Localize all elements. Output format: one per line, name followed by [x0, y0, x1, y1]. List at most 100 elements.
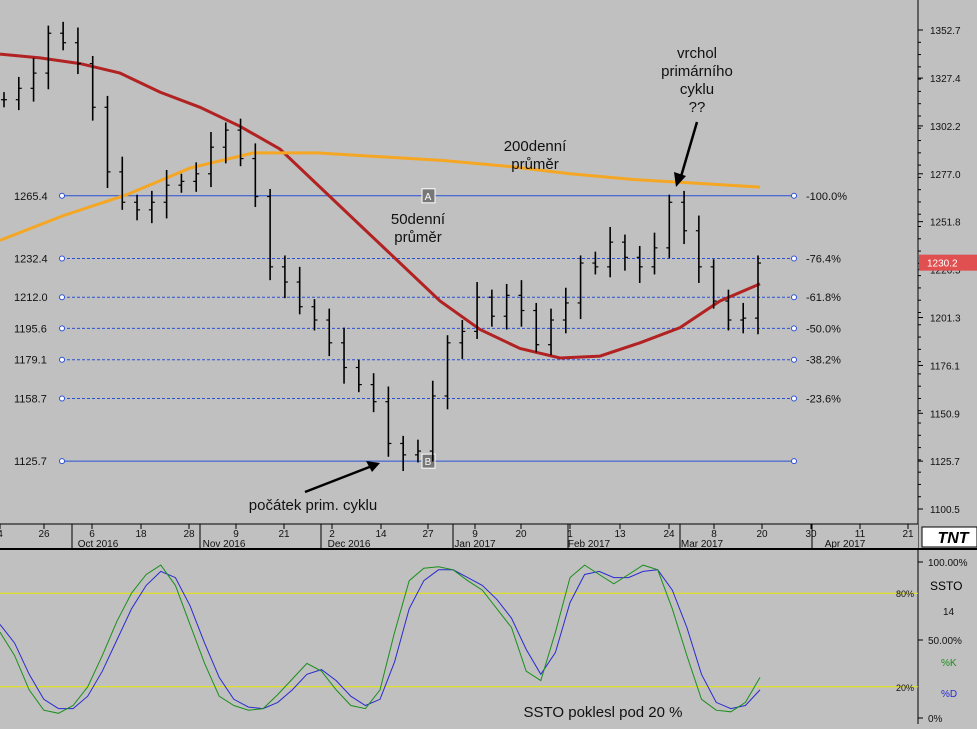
ma200-line: [0, 151, 761, 242]
tnt-logo: TNT: [921, 526, 977, 548]
time-tick-label: 20: [515, 529, 527, 540]
fib-handle: [791, 458, 797, 465]
ma200-label-line1: 200denní: [504, 138, 567, 155]
fib-handle: [791, 294, 797, 301]
fib-point-marker: [421, 453, 436, 469]
time-tick-label: 21: [278, 529, 290, 540]
time-tick-label: 21: [902, 529, 914, 540]
top-label-line3: cyklu: [680, 81, 714, 98]
fib-left-label: 1212.0: [14, 292, 48, 304]
price-tick-label: 1327.4: [930, 74, 961, 85]
fib-handle: [59, 395, 65, 402]
fib-point-marker: [421, 188, 436, 204]
time-tick-label: 14: [375, 529, 387, 540]
month-label: Dec 2016: [328, 539, 371, 550]
time-tick-label: 4: [0, 529, 3, 540]
time-tick-label: 27: [422, 529, 434, 540]
bottom-label: počátek prim. cyklu: [249, 497, 377, 514]
stoch-tick-label: 0%: [928, 714, 943, 724]
time-tick-label: 13: [614, 529, 626, 540]
fib-right-label: -50.0%: [806, 323, 841, 335]
fib-left-label: 1158.7: [14, 393, 47, 405]
stoch-level-label: 20%: [896, 683, 914, 693]
fib-right-label: -76.4%: [806, 253, 841, 265]
time-tick-label: 18: [135, 529, 147, 540]
fib-handle: [791, 356, 797, 363]
time-tick-label: 26: [38, 529, 50, 540]
time-tick-label: 6: [89, 529, 95, 540]
fib-left-label: 1125.7: [14, 456, 47, 468]
fib-right-label: -100.0%: [806, 191, 847, 203]
price-tick-label: 1100.5: [930, 505, 960, 516]
fib-left-label: 1265.4: [14, 191, 48, 203]
fib-handle: [59, 294, 65, 301]
price-tick-label: 1150.9: [930, 409, 960, 420]
ma50-line: [0, 52, 761, 360]
time-tick-label: 9: [233, 529, 239, 540]
top-arrow: [678, 121, 699, 181]
top-label: vrchol primárního cyklu??: [661, 45, 733, 116]
stoch-k-line: [0, 564, 761, 714]
annotations: 50denní průměr 200denní průměr vrchol primá…: [249, 45, 733, 514]
price-tick-label: 1302.2: [930, 122, 961, 133]
fib-handle: [791, 255, 797, 262]
price-tick-label: 1226.5: [930, 266, 961, 277]
ma50-label: 50denní průměr: [391, 211, 446, 246]
price-panel: [0, 0, 918, 524]
price-plot-area: [0, 0, 918, 524]
time-tick-label: 8: [711, 529, 717, 540]
moving-averages: [0, 52, 761, 360]
stochastic-panel: 80% 20% 100.00% 50.00% 0% SSTO 14 %K %D SSTO pokl…: [0, 548, 977, 725]
fib-handle: [791, 325, 797, 332]
stoch-tick-label: 100.00%: [928, 558, 968, 569]
fib-retracement[interactable]: 1265.4 -100.0% 1232.4 -76.4% 1212.0 -61.8% 119…: [14, 188, 847, 469]
fib-left-label: 1232.4: [14, 253, 48, 265]
time-tick-label: 20: [756, 529, 768, 540]
stoch-legend-k: %K: [941, 658, 957, 669]
price-tick-label: 1352.7: [930, 26, 961, 37]
fib-handle: [791, 192, 797, 199]
price-tick-label: 1201.3: [930, 314, 961, 325]
time-axis-bg: [0, 524, 918, 548]
month-label: Mar 2017: [681, 539, 724, 550]
fib-right-label: -61.8%: [806, 292, 841, 304]
top-label-line1: vrchol: [677, 45, 717, 62]
ma50-label-line1: 50denní: [391, 211, 446, 228]
ma50-label-line2: průměr: [394, 229, 442, 246]
fib-handle: [59, 356, 65, 363]
month-label: Nov 2016: [203, 539, 246, 550]
time-tick-label: 2: [329, 529, 335, 540]
bottom-arrow: [304, 464, 373, 494]
price-tick-label: 1125.7: [930, 457, 960, 468]
stoch-legend-d: %D: [941, 689, 957, 700]
time-tick-label: 24: [663, 529, 675, 540]
month-label: Jan 2017: [454, 539, 496, 550]
top-arrow-head: [674, 172, 686, 187]
stoch-plot-area: [0, 549, 918, 724]
fib-point-label: B: [425, 457, 432, 468]
price-tick-label: 1176.1: [930, 361, 960, 372]
time-tick-label: 9: [472, 529, 478, 540]
ohlc-bars: [1, 21, 761, 472]
logo-text: TNT: [937, 530, 969, 547]
top-label-line4: ??: [689, 99, 706, 116]
time-tick-label: 11: [855, 529, 866, 540]
last-price-label: 1230.2: [927, 259, 958, 270]
stoch-d-line: [0, 569, 761, 710]
stoch-period: 14: [943, 607, 955, 618]
time-axis: 4 26 6 18 28 9 21 2 14 27 9 20 1 13 24 8 20 30 11 21 Oct 201…: [0, 523, 918, 550]
fib-right-label: -38.2%: [806, 355, 841, 367]
month-label: Feb 2017: [568, 539, 611, 550]
fib-left-label: 1179.1: [14, 355, 47, 367]
bottom-arrow-head: [366, 461, 380, 472]
stoch-title: SSTO: [930, 579, 962, 593]
month-label: Apr 2017: [825, 539, 866, 550]
time-tick-label: 28: [183, 529, 195, 540]
fib-handle: [59, 325, 65, 332]
top-label-line2: primárního: [661, 63, 733, 80]
fib-handle: [59, 458, 65, 465]
last-price-tag: [919, 254, 977, 271]
stoch-level-label: 80%: [896, 589, 914, 599]
month-label: Oct 2016: [78, 539, 119, 550]
